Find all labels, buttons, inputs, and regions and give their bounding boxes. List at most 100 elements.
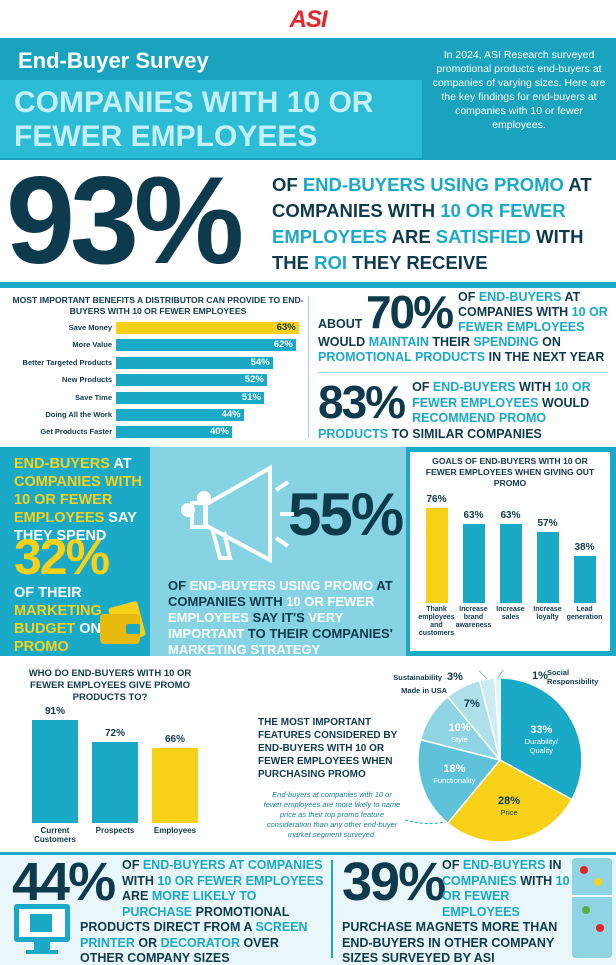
bar [425, 508, 448, 603]
intro: In 2024, ASI Research surveyed promotion… [432, 49, 606, 131]
leader-line [497, 669, 504, 679]
kicker: End-Buyer Survey [18, 48, 209, 73]
chart-title: GOALS OF END-BUYERS WITH 10 OR FEWER EMP… [425, 456, 595, 488]
big-stat: 83% [318, 376, 406, 428]
bar [116, 322, 299, 334]
text-segment: MAINTAIN [368, 335, 429, 349]
value-label: 18% [443, 762, 466, 775]
text-segment: OVER OTHER COMPANY SIZES [80, 935, 279, 965]
category-label: More Value [72, 340, 112, 350]
text-segment: AT COMPANIES WITH [272, 174, 592, 221]
text-segment: AT [109, 456, 132, 472]
text-segment: WITH [516, 873, 556, 888]
stat-text: OF THEIR MARKETING BUDGET ON PROMO [14, 584, 114, 656]
big-stat: 39% [342, 852, 446, 912]
bar [116, 391, 264, 404]
text-segment: WITH [122, 873, 158, 888]
text-segment: ARE [387, 226, 436, 247]
text-segment: SPENDING [473, 335, 539, 349]
text-segment: END-BUYERS [478, 290, 562, 304]
bar [116, 409, 244, 421]
category-label: Get Products Faster [40, 427, 112, 437]
bottom-band [0, 852, 616, 965]
text-segment: AT COMPANIES WITH [168, 578, 393, 609]
text-segment: OF [412, 380, 433, 394]
text-segment: PROMO [14, 639, 69, 655]
bar [116, 356, 273, 369]
text-segment: MARKETING BUDGET [14, 603, 102, 637]
text-segment: 10 OR FEWER EMPLOYEES [272, 200, 566, 247]
text-segment: 10 OR FEWER EMPLOYEES [442, 873, 570, 919]
category-label: Thank employees and customers [418, 606, 455, 638]
category-label: Increase loyalty [533, 606, 562, 622]
leader-line [478, 670, 488, 680]
text-segment: PROMOTIONAL PRODUCTS DIRECT FROM A [80, 904, 290, 935]
bar [573, 555, 596, 603]
text-segment: ROI [314, 252, 348, 273]
pie-slice [494, 677, 501, 761]
category-label: Social Responsibility [547, 668, 599, 686]
category-label: Functionality [433, 775, 476, 785]
category-label: Sustainability [393, 673, 442, 682]
bar [462, 524, 485, 603]
value-label: 40% [209, 426, 229, 438]
text-segment: END-BUYERS [462, 858, 546, 872]
stat-text: ABOUT 70% OF END-BUYERS AT COMPANIES WITH… [318, 289, 608, 365]
stat-text: 44% OF END-BUYERS AT COMPANIES WITH 10 OR… [12, 855, 326, 965]
text-segment: RECOMMEND PROMO PRODUCTS [318, 411, 547, 441]
text-segment: SAY IT'S [248, 610, 309, 625]
value-label: 63% [276, 322, 296, 333]
text-segment: SCREEN PRINTER [80, 920, 308, 950]
title: COMPANIES WITH 10 OR FEWER EMPLOYEES [14, 86, 374, 153]
big-stat: 32% [14, 529, 110, 585]
text-segment: SATISFIED [435, 226, 532, 247]
value-label: 7% [463, 697, 480, 710]
category-label: Better Targeted Products [22, 357, 112, 367]
divider [318, 372, 608, 373]
category-label: Lead generation [566, 606, 603, 622]
category-label: Doing All the Work [45, 410, 112, 419]
pie-chart [417, 669, 583, 843]
category-label: Durability/ Quality [524, 736, 558, 755]
value-label: 10% [448, 722, 471, 735]
category-label: Increase brand awareness [455, 606, 492, 630]
pie-slice [499, 677, 583, 801]
chart-note: End-buyers at companies with 10 or fewer… [263, 790, 401, 839]
bar [116, 339, 296, 352]
text-segment: OF [168, 578, 190, 593]
stat-text: OF END-BUYERS USING PROMO AT COMPANIES W… [168, 578, 404, 658]
bar [499, 524, 522, 603]
divider-band [0, 282, 616, 288]
text-segment: THEY RECEIVE [347, 252, 488, 273]
text-segment: TO THEIR COMPANIES' [244, 626, 393, 641]
text-segment: TO SIMILAR COMPANIES [388, 426, 542, 441]
category-label: New Products [61, 375, 112, 385]
divider [331, 860, 333, 958]
text-segment: END-BUYERS [432, 380, 516, 394]
text-segment: OF THEIR [14, 585, 82, 601]
value-label: 54% [250, 356, 270, 368]
text-segment: WOULD [318, 335, 369, 349]
text-segment: AT COMPANIES WITH [458, 290, 581, 319]
value-label: 3% [447, 671, 463, 683]
value-label: 44% [221, 409, 241, 420]
category-label: Style [451, 735, 468, 745]
value-label: 51% [241, 391, 261, 403]
logo: ASI [289, 6, 327, 33]
category-label: Current Customers [34, 826, 76, 845]
value-label: 76% [426, 494, 447, 505]
stat-text: 39% OF END-BUYERS IN COMPANIES WITH 10 OR… [342, 852, 570, 965]
bar [152, 748, 198, 823]
text-segment: 10 OR FEWER EMPLOYEES [412, 380, 591, 410]
category-label: Prospects [95, 826, 135, 835]
pie-slice [446, 759, 573, 843]
title-band [0, 80, 422, 158]
stat-prefix: ABOUT [318, 317, 363, 331]
text-segment: MORE LIKELY TO PURCHASE [122, 889, 257, 919]
text-segment: ON [538, 335, 561, 349]
text-segment: OF [458, 290, 479, 304]
value-label: 72% [104, 727, 125, 739]
category-label: Save Money [68, 323, 112, 332]
bar [92, 741, 138, 823]
